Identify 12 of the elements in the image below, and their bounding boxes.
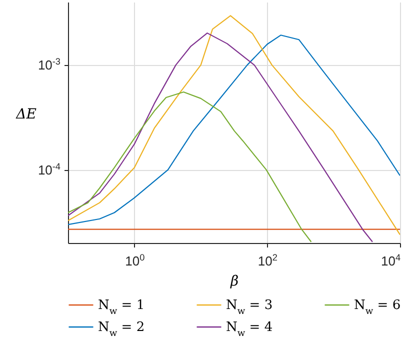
y-tick-label: 10$^{-3}$ [38, 56, 60, 73]
y-axis-title: ΔE [15, 106, 36, 122]
x-axis-title: β [229, 274, 239, 290]
legend-label: N$_{w}$ = 3 [226, 298, 273, 317]
legend-label: N$_{w}$ = 6 [354, 298, 401, 317]
legend-label: N$_{w}$ = 2 [98, 320, 145, 338]
x-tick-label: 10$^{0}$ [125, 252, 145, 268]
legend-label: N$_{w}$ = 4 [226, 320, 273, 338]
x-tick-label: 10$^{2}$ [258, 252, 278, 268]
x-tick-label: 10$^{4}$ [380, 252, 400, 268]
y-tick-label: 10$^{-4}$ [38, 161, 60, 178]
legend-label: N$_{w}$ = 1 [98, 298, 145, 317]
